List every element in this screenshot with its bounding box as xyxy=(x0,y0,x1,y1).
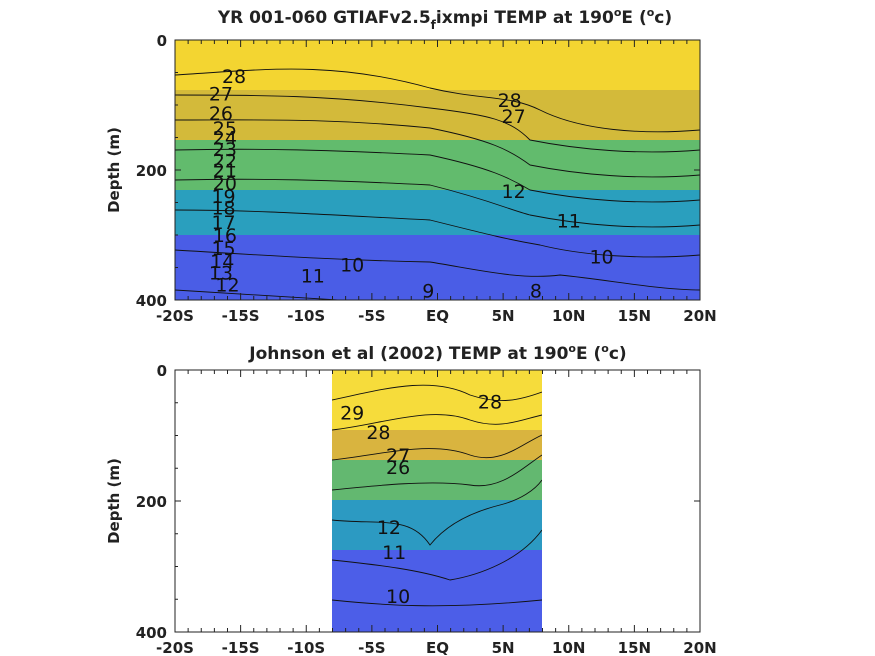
title-bottom: Johnson et al (2002) TEMP at 190oE (oc) xyxy=(248,342,626,364)
x-tick-label-top: -10S xyxy=(287,307,325,325)
contour-label-bottom: 10 xyxy=(386,586,410,608)
contour-label-top: 15 xyxy=(211,238,235,260)
contour-lines-top xyxy=(175,68,700,300)
contour-label-top: 27 xyxy=(209,83,233,105)
contour-label-top: 26 xyxy=(209,103,233,125)
x-tick-label-top: -5S xyxy=(358,307,385,325)
ylabel-top: Depth (m) xyxy=(105,127,123,213)
contour-label-top: 11 xyxy=(557,211,581,233)
x-tick-label-top: -20S xyxy=(156,307,194,325)
contour-label-top: 14 xyxy=(210,251,234,273)
plot-area-top xyxy=(175,40,700,300)
ylabel-bottom: Depth (m) xyxy=(105,458,123,544)
x-tick-label-bottom: -10S xyxy=(287,639,325,656)
contour-label-bottom: 27 xyxy=(386,445,410,467)
x-tick-label-bottom: EQ xyxy=(426,639,449,656)
contour-label-top: 11 xyxy=(301,265,325,287)
contour-label-top: 12 xyxy=(215,274,239,296)
y-tick-label-bottom: 0 xyxy=(157,362,167,380)
field-top-lower-thermocline xyxy=(175,190,700,240)
y-tick-label-top: 0 xyxy=(157,32,167,50)
x-tick-label-bottom: -20S xyxy=(156,639,194,656)
contour-label-top: 17 xyxy=(211,212,235,234)
contour-label-top: 23 xyxy=(213,139,237,161)
contour-label-top: 20 xyxy=(213,173,237,195)
contour-label-bottom: 29 xyxy=(340,403,364,425)
panel-top: YR 001-060 GTIAFv2.5fixmpi TEMP at 190oE… xyxy=(105,6,717,325)
x-tick-label-bottom: 15N xyxy=(618,639,651,656)
y-tick-label-bottom: 400 xyxy=(136,624,167,642)
contour-label-top: 13 xyxy=(209,263,233,285)
contour-label-top: 19 xyxy=(211,186,235,208)
x-tick-label-top: 15N xyxy=(618,307,651,325)
ticks-top: -20S -15S -10S -5S EQ 5N 10N 15N 20N 0 200 400 xyxy=(136,32,717,325)
contour-label-top: 8 xyxy=(530,280,542,302)
x-tick-label-bottom: 10N xyxy=(552,639,585,656)
contour-label-top: 25 xyxy=(213,118,237,140)
y-tick-label-top: 200 xyxy=(136,162,167,180)
contour-label-bottom: 12 xyxy=(377,517,401,539)
contour-label-top: 12 xyxy=(502,181,526,203)
contour-label-top: 28 xyxy=(498,90,522,112)
x-tick-label-bottom: -5S xyxy=(358,639,385,656)
x-tick-label-top: 20N xyxy=(683,307,716,325)
contour-label-top: 10 xyxy=(589,246,613,268)
contour-label-bottom: 11 xyxy=(382,542,406,564)
contour-label-top: 18 xyxy=(211,198,235,220)
contour-label-top: 10 xyxy=(340,254,364,276)
title-top: YR 001-060 GTIAFv2.5fixmpi TEMP at 190oE… xyxy=(217,6,672,32)
ticks-bottom: -20S -15S -10S -5S EQ 5N 10N 15N 20N 0 200 400 xyxy=(136,362,717,656)
y-tick-label-bottom: 200 xyxy=(136,493,167,511)
plot-area-bottom xyxy=(332,370,542,632)
contour-label-top: 28 xyxy=(222,66,246,88)
contour-lines-bottom xyxy=(332,384,542,607)
field-bottom-deep xyxy=(332,550,542,632)
x-tick-label-bottom: 20N xyxy=(683,639,716,656)
x-tick-label-top: 5N xyxy=(492,307,515,325)
contour-label-top: 21 xyxy=(213,160,237,182)
contour-label-top: 24 xyxy=(213,128,237,150)
contour-label-top: 16 xyxy=(213,225,237,247)
contour-label-bottom: 26 xyxy=(386,457,410,479)
contour-label-bottom: 28 xyxy=(478,391,502,413)
x-tick-label-top: 10N xyxy=(552,307,585,325)
contour-label-bottom: 28 xyxy=(366,422,390,444)
field-top-deep xyxy=(175,235,700,300)
x-tick-label-top: EQ xyxy=(426,307,449,325)
panel-bottom: Johnson et al (2002) TEMP at 190oE (oc) … xyxy=(105,342,717,656)
contour-label-top: 22 xyxy=(213,150,237,172)
x-tick-label-bottom: -15S xyxy=(222,639,260,656)
y-tick-label-top: 400 xyxy=(136,292,167,310)
contour-label-top: 9 xyxy=(422,280,434,302)
x-tick-label-bottom: 5N xyxy=(492,639,515,656)
x-tick-label-top: -15S xyxy=(222,307,260,325)
contour-label-top: 27 xyxy=(502,106,526,128)
